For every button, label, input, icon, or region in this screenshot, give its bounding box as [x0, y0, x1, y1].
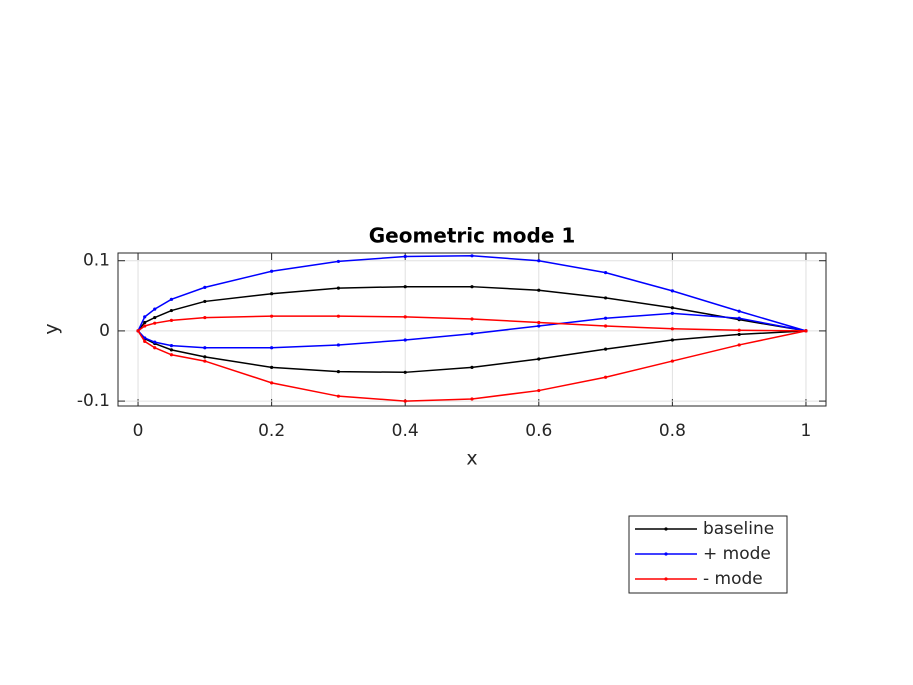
marker — [169, 297, 174, 301]
marker — [270, 269, 274, 273]
marker — [169, 344, 174, 348]
marker — [143, 315, 147, 319]
marker — [403, 338, 407, 342]
marker — [169, 318, 174, 322]
marker — [470, 332, 474, 336]
marker — [603, 347, 608, 351]
marker — [270, 346, 274, 350]
marker — [203, 315, 207, 320]
marker — [537, 288, 541, 292]
y-tick-label: 0 — [99, 321, 110, 341]
marker — [136, 329, 140, 333]
y-tick-label: 0.1 — [83, 251, 110, 271]
marker — [603, 375, 608, 379]
marker — [603, 324, 608, 328]
marker — [336, 343, 341, 347]
marker — [203, 359, 207, 363]
marker — [403, 370, 407, 374]
marker — [143, 336, 147, 340]
legend-label: - mode — [703, 569, 763, 589]
marker — [470, 365, 474, 369]
marker — [603, 316, 608, 320]
marker — [737, 343, 741, 347]
marker — [153, 346, 157, 350]
marker — [203, 299, 207, 304]
x-tick-label: 1 — [801, 421, 812, 441]
marker — [336, 286, 341, 290]
marker — [537, 259, 541, 263]
marker — [670, 338, 674, 342]
marker — [737, 328, 741, 332]
plot-frame — [117, 252, 827, 407]
marker — [737, 332, 741, 337]
chart-title: Geometric mode 1 — [369, 224, 576, 248]
marker — [270, 365, 274, 369]
marker — [169, 353, 174, 357]
x-tick-label: 0.2 — [258, 421, 285, 441]
y-axis-label: y — [41, 323, 63, 334]
marker — [403, 285, 407, 289]
marker — [804, 329, 808, 333]
x-tick-label: 0.6 — [525, 421, 552, 441]
marker — [470, 397, 474, 401]
marker — [153, 340, 157, 344]
legend-label: baseline — [703, 519, 774, 539]
marker — [470, 254, 474, 258]
marker — [603, 296, 608, 300]
marker — [203, 285, 207, 289]
marker — [537, 388, 541, 393]
marker — [143, 339, 147, 344]
legend-marker — [664, 527, 668, 531]
legend-marker — [664, 552, 668, 556]
marker — [537, 357, 541, 361]
marker — [737, 309, 741, 313]
marker — [153, 307, 157, 311]
marker — [737, 316, 741, 320]
marker — [169, 308, 174, 313]
marker — [336, 314, 341, 318]
marker — [153, 315, 157, 320]
marker — [336, 259, 341, 264]
marker — [270, 314, 274, 318]
marker — [143, 320, 147, 325]
marker — [336, 370, 341, 374]
marker — [403, 399, 407, 403]
marker — [169, 348, 174, 352]
marker — [203, 346, 207, 350]
marker — [203, 355, 207, 359]
x-tick-label: 0.4 — [392, 421, 419, 441]
marker — [403, 254, 407, 259]
marker — [537, 320, 541, 325]
marker — [670, 327, 674, 331]
marker — [143, 324, 147, 328]
marker — [403, 315, 407, 319]
marker — [336, 394, 341, 398]
marker — [670, 311, 674, 315]
marker — [270, 292, 274, 296]
marker — [670, 306, 674, 310]
marker — [603, 271, 608, 275]
legend-marker — [664, 577, 668, 581]
marker — [470, 317, 474, 321]
y-tick-label: -0.1 — [77, 391, 110, 411]
marker — [537, 324, 541, 328]
x-tick-label: 0 — [133, 421, 144, 441]
marker — [153, 321, 157, 325]
legend-label: + mode — [703, 544, 771, 564]
marker — [470, 285, 474, 289]
marker — [670, 289, 674, 293]
marker — [270, 381, 274, 385]
x-axis-label: x — [466, 448, 477, 470]
x-tick-label: 0.8 — [659, 421, 686, 441]
marker — [670, 359, 674, 363]
